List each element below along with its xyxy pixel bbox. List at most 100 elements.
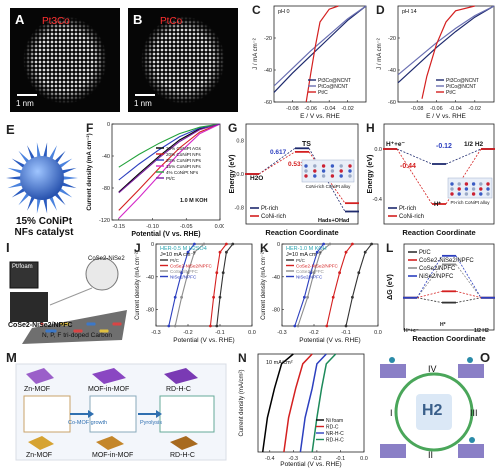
data-point [357,271,361,275]
energy-annotation: H2O [250,175,263,182]
x-tick-label: -0.3 [289,456,298,462]
structure-inset [301,159,355,183]
x-axis-label: Reaction Coordinate [402,228,475,237]
data-point [225,250,228,254]
tile-rd-h-c: RD-H-C [166,386,191,393]
data-point [303,295,306,299]
series-line [305,5,339,103]
panel-label: G [228,121,237,135]
legend-entry: CoSe2-NiSe2/NPFC [296,264,339,269]
x-tick-label: -0.04 [323,106,336,112]
inset-atom [479,187,483,191]
hybrid-illustration [9,257,127,344]
legend-entry: CoNi-rich [261,214,286,220]
dopant-dot [86,322,90,326]
inset-atom [479,192,483,196]
x-tick-label: -0.04 [449,106,462,112]
energy-connector [258,151,296,175]
series-line [273,5,367,93]
tile-mof-in-mof: MOF-in-MOF [88,386,130,393]
data-point [319,250,322,254]
legend-entry: NiSe2/NPFC [296,275,323,280]
legend-entry: CoSe2/NPFC [296,269,325,274]
x-tick-label: -0.2 [183,330,192,336]
data-point [370,242,373,246]
x-axis-label: Potential (V vs. RHE) [173,337,234,344]
x-tick-label: -0.4 [265,456,274,462]
chart-l: L Reaction Coordinate ΔG (eV) Pt/C CoSe2-NiS… [386,241,495,343]
structure-inset [447,177,493,199]
y-tick-label: -0.4 [373,197,382,203]
inset-atom [464,187,469,191]
inset-atom [348,164,352,168]
inset-atom [313,169,317,173]
bottom-zn-mof: Zn-MOF [26,452,53,459]
data-point [344,250,348,254]
dopant-dot [112,322,116,326]
legend-entry: PtCo@NCNT [318,84,348,90]
chart-annotation: 10 mA/cm² [266,360,293,366]
dopant-dot [60,322,64,326]
legend-entry: NiSe2/NPFC [170,275,197,280]
inset-atom [471,182,476,186]
energy-annotation: 0.531 [288,161,305,168]
energy-annotation: 1/2 H2 [474,328,489,334]
plot-frame [257,353,365,453]
series-line [273,5,367,87]
chart-annotation: HER-1.0 M KOH [286,246,327,252]
x-axis-label: Potential (V vs. RHE) [280,461,341,468]
inset-atom [304,174,308,178]
plot-frame [397,5,495,103]
data-point [363,250,367,254]
energy-connector [455,297,482,303]
nanoflower-spike [6,175,25,181]
caption-e: 15% CoNiPt NFs catalyst [4,216,84,238]
data-point [225,242,228,246]
x-tick-label: -0.1 [336,456,345,462]
energy-connector [416,290,443,299]
panel-e: E 15% CoNiPt NFs catalyst [2,120,82,238]
legend-entry: Pt/C [296,258,306,263]
inset-atom [450,182,454,186]
data-point [322,242,325,246]
nanoflower-spike [59,175,78,181]
panel-label-b: B [133,12,143,27]
chart-f: F -0.15 -0.10 -0.05 0.00 0 -40 -80 -120 Potential… [86,121,224,238]
chart-k: K -0.3 -0.2 -0.1 0.0 0 -40 -80 Potential (V vs. … [260,241,382,344]
y-axis-label: J / mA cm⁻² [253,38,259,70]
data-point [180,295,183,299]
legend-entry: Pt/C [170,258,180,263]
x-axis-label: Potential (V vs. RHE) [131,231,200,238]
inset-atom [321,169,326,173]
caption-line1: 15% CoNiPt [15,216,73,227]
legend-entry: 20% CoNiPt NFs [166,152,201,157]
series-line [397,5,495,76]
inset-atom [457,187,461,191]
panel-label: L [386,241,393,255]
chart-annotation: pH 14 [402,9,417,15]
plot-frame [111,123,221,221]
chart-n: N -0.4 -0.3 -0.2 -0.1 0.0 Potential (V vs. RHE… [238,351,368,468]
x-tick-label: -0.1 [341,330,350,336]
panel-label: F [86,121,93,135]
inset-atom [464,182,469,186]
inset-atom [330,169,335,173]
legend-entry: Pt/C [446,90,456,96]
legend-entry: CoSe2-NiSe2/NPFC [170,264,213,269]
vignette [128,8,238,112]
legend-entry: 15% CoNiPt NFs [166,164,201,169]
data-point [218,250,222,254]
x-axis-label: E / V vs. RHE [426,113,466,120]
x-axis-label: Potential (V vs. RHE) [299,337,360,344]
series-line [118,123,221,168]
x-tick-label: -0.06 [430,106,443,112]
energy-annotation: 1/2 H2 [464,141,484,148]
energy-connector [445,148,482,165]
step-ii: II [428,450,434,460]
nanoflower-spike [42,195,48,214]
inset-atom [321,164,326,168]
panel-label-o: O [480,350,491,365]
legend-entry: 20% CoNiPt AGs [166,146,202,151]
support-label: N, P, F tri-doped Carbon [42,332,112,339]
bottom-mof-in-mof: MOF-in-MOF [92,452,134,459]
